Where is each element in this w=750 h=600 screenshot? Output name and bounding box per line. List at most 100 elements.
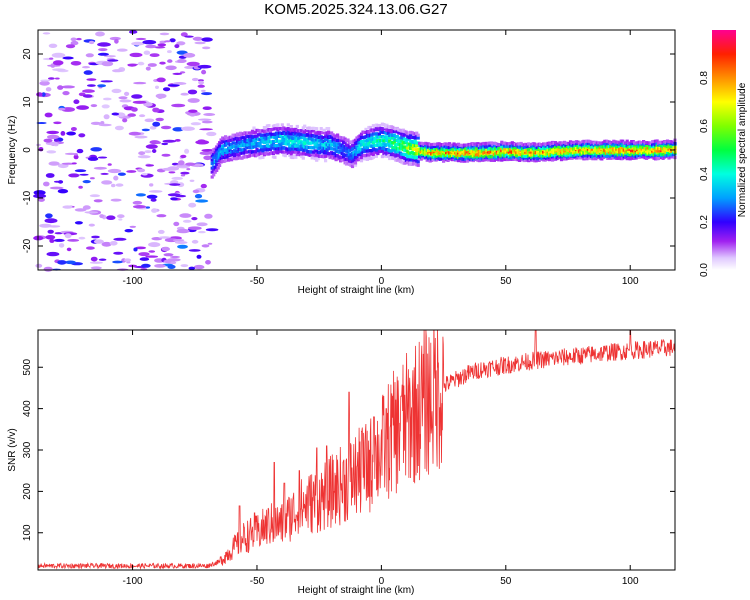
ridge-cell <box>333 152 337 156</box>
snr-panel: -100 -50 0 50 100 100 200 300 400 500 Height of … <box>7 329 676 596</box>
noise-speckle <box>143 50 151 55</box>
noise-speckle <box>82 180 91 184</box>
noise-speckle <box>82 94 93 98</box>
ridge-cell <box>342 155 346 159</box>
noise-speckle <box>131 94 143 99</box>
ridge-cell <box>353 150 358 154</box>
ridge-cell <box>374 154 378 158</box>
ridge-cell <box>506 157 510 162</box>
noise-speckle <box>57 189 69 194</box>
noise-speckle <box>45 173 55 178</box>
ridge-cell <box>310 156 314 160</box>
ridge-cell <box>273 155 277 159</box>
noise-speckle <box>199 128 214 131</box>
ridge-cell <box>397 148 401 152</box>
ridge-cell <box>359 152 364 156</box>
noise-speckle <box>184 148 190 154</box>
noise-speckle <box>114 125 124 131</box>
ridge-cell <box>388 139 392 143</box>
snr-y-label: SNR (v/v) <box>7 428 18 471</box>
ridge-cell <box>377 124 381 128</box>
noise-speckle <box>93 166 107 170</box>
ridge-cell <box>210 175 214 179</box>
noise-speckle <box>88 40 95 45</box>
ridge-cell <box>339 149 343 153</box>
ridge-cell <box>215 152 219 156</box>
noise-speckle <box>113 237 127 241</box>
noise-speckle <box>87 84 96 87</box>
colorbar-gradient <box>712 30 736 270</box>
noise-speckle <box>90 121 102 125</box>
ridge-cell <box>464 157 468 161</box>
ridge-cell <box>294 155 298 159</box>
noise-speckle <box>135 246 147 250</box>
noise-speckle <box>114 38 119 44</box>
noise-speckle <box>127 113 136 117</box>
ridge-cell <box>213 166 217 170</box>
ridge-cell <box>306 128 310 132</box>
colorbar-tick-label: 0.2 <box>699 215 710 229</box>
noise-speckle <box>180 154 187 159</box>
noise-speckle <box>148 190 163 193</box>
noise-speckle <box>53 139 60 142</box>
ridge-cell <box>298 139 302 143</box>
ridge-cell <box>358 150 362 154</box>
snr-y-tick-label: 400 <box>22 400 33 417</box>
ridge-cell <box>403 137 407 141</box>
noise-speckle <box>137 168 146 173</box>
noise-speckle <box>172 72 183 75</box>
ridge-cell <box>440 153 444 157</box>
ridge-cell <box>427 157 431 161</box>
noise-speckle <box>188 109 198 113</box>
ridge-cell <box>367 153 371 157</box>
noise-speckle <box>201 92 213 96</box>
ridge-cell <box>330 154 334 158</box>
noise-speckle <box>197 64 212 69</box>
ridge-cell <box>407 136 411 140</box>
noise-speckle <box>155 141 161 144</box>
noise-speckle <box>191 239 199 244</box>
noise-speckle <box>37 197 45 202</box>
ridge-cell <box>386 141 390 145</box>
noise-speckle <box>124 229 134 233</box>
noise-speckle <box>197 139 206 142</box>
ridge-cell <box>416 133 420 137</box>
noise-speckle <box>82 205 91 210</box>
noise-speckle <box>124 91 130 96</box>
noise-speckle <box>193 264 205 270</box>
ridge-cell <box>503 157 507 162</box>
ridge-cell <box>319 127 323 131</box>
ridge-cell <box>391 136 395 140</box>
ridge-cell <box>295 152 299 157</box>
noise-speckle <box>51 52 66 58</box>
noise-speckle <box>200 183 207 189</box>
ridge-cell <box>406 155 410 159</box>
noise-speckle <box>141 172 148 176</box>
ridge-cell <box>404 141 408 145</box>
noise-speckle <box>142 40 157 45</box>
ridge-cell <box>389 143 393 147</box>
noise-speckle <box>74 221 83 225</box>
ridge-cell <box>355 156 359 160</box>
noise-speckle <box>129 225 137 228</box>
ridge-cell <box>374 150 378 154</box>
ridge-cell <box>349 153 353 157</box>
ridge-cell <box>404 139 408 143</box>
ridge-cell <box>353 161 358 165</box>
snr-y-tick-label: 200 <box>22 483 33 500</box>
noise-speckle <box>149 53 160 57</box>
noise-speckle <box>194 194 203 199</box>
ridge-cell <box>437 142 441 146</box>
ridge-cell <box>385 123 389 127</box>
noise-speckle <box>163 87 171 92</box>
noise-speckle <box>170 197 178 201</box>
noise-speckle <box>133 81 147 85</box>
noise-speckle <box>176 41 186 46</box>
colorbar-tick-label: 0.6 <box>699 119 710 133</box>
ridge-cell <box>371 141 375 145</box>
noise-speckle <box>145 66 151 71</box>
noise-speckle <box>89 194 101 198</box>
snr-y-tick-label: 100 <box>22 524 33 541</box>
noise-speckle <box>145 164 154 167</box>
